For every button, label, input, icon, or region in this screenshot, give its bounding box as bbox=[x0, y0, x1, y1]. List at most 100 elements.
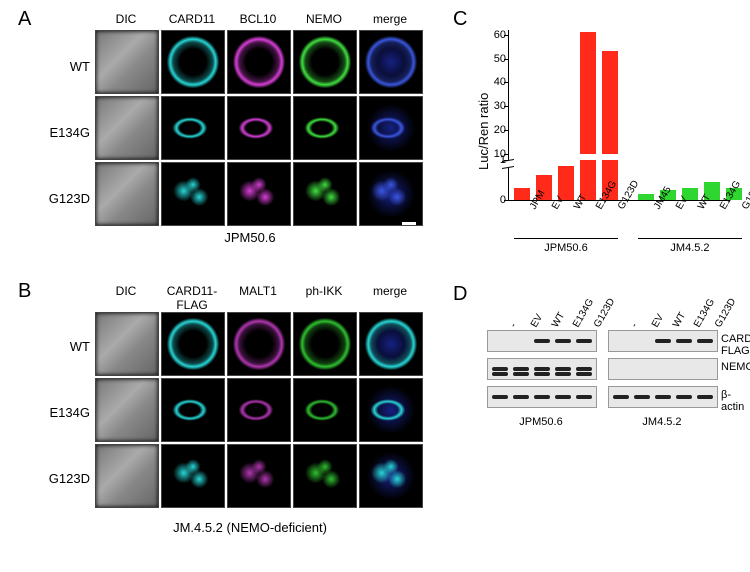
blot-strip bbox=[487, 330, 597, 352]
panel-c-label: C bbox=[453, 8, 467, 31]
microscopy-cell bbox=[95, 30, 159, 94]
microscopy-cell bbox=[359, 30, 423, 94]
panel-d-blots: -EVWTE134GG123D-EVWTE134GG123D CARD11-FL… bbox=[470, 300, 738, 450]
microscopy-cell bbox=[227, 96, 291, 160]
microscopy-cell bbox=[161, 378, 225, 442]
column-header: CARD11 bbox=[161, 12, 223, 26]
row-label: E134G bbox=[40, 125, 90, 140]
microscopy-cell bbox=[227, 378, 291, 442]
blot-lane-label: EV bbox=[650, 312, 666, 329]
blot-band bbox=[676, 339, 692, 343]
panel-b-label: B bbox=[18, 280, 31, 303]
microscopy-cell bbox=[293, 312, 357, 376]
blot-band bbox=[513, 372, 529, 376]
column-header: DIC bbox=[95, 12, 157, 26]
microscopy-cell bbox=[227, 30, 291, 94]
blot-band bbox=[555, 395, 571, 399]
microscopy-cell bbox=[161, 444, 225, 508]
panel-a-caption: JPM50.6 bbox=[160, 230, 340, 245]
column-header: ph-IKK bbox=[293, 284, 355, 298]
blot-band bbox=[676, 395, 692, 399]
chart-bar bbox=[558, 166, 574, 200]
chart-bar bbox=[638, 194, 654, 200]
blot-strip bbox=[487, 358, 597, 380]
panel-c-chart: Luc/Ren ratio 60504030201010 JPMEVWTE134… bbox=[470, 20, 735, 250]
microscopy-cell bbox=[293, 378, 357, 442]
microscopy-cell bbox=[359, 378, 423, 442]
column-header: merge bbox=[359, 284, 421, 298]
row-label: WT bbox=[40, 339, 90, 354]
microscopy-cell bbox=[161, 30, 225, 94]
row-label: G123D bbox=[40, 471, 90, 486]
chart-group-label: JPM50.6 bbox=[514, 242, 618, 254]
blot-group-label: JM4.5.2 bbox=[611, 416, 713, 428]
blot-band bbox=[555, 367, 571, 371]
microscopy-cell bbox=[293, 162, 357, 226]
microscopy-cell bbox=[227, 162, 291, 226]
column-header: MALT1 bbox=[227, 284, 289, 298]
row-label: WT bbox=[40, 59, 90, 74]
blot-band bbox=[613, 395, 629, 399]
panel-d-label: D bbox=[453, 283, 467, 306]
blot-row-label: NEMO bbox=[721, 361, 750, 373]
microscopy-cell bbox=[95, 96, 159, 160]
microscopy-cell bbox=[95, 444, 159, 508]
column-header: CARD11- FLAG bbox=[161, 284, 223, 312]
blot-strip bbox=[608, 330, 718, 352]
blot-band bbox=[576, 367, 592, 371]
blot-band bbox=[576, 395, 592, 399]
blot-band bbox=[534, 395, 550, 399]
blot-band bbox=[555, 372, 571, 376]
blot-band bbox=[555, 339, 571, 343]
blot-band bbox=[655, 395, 671, 399]
microscopy-cell bbox=[293, 444, 357, 508]
panel-b-caption: JM.4.5.2 (NEMO-deficient) bbox=[110, 520, 390, 535]
column-header: DIC bbox=[95, 284, 157, 298]
microscopy-cell bbox=[227, 312, 291, 376]
blot-band bbox=[534, 367, 550, 371]
blot-band bbox=[655, 339, 671, 343]
blot-lane-label: EV bbox=[529, 312, 545, 329]
blot-group-label: JPM50.6 bbox=[490, 416, 592, 428]
blot-band bbox=[492, 367, 508, 371]
blot-band bbox=[576, 339, 592, 343]
blot-lane-label: WT bbox=[671, 311, 688, 330]
blot-band bbox=[697, 395, 713, 399]
row-label: G123D bbox=[40, 191, 90, 206]
microscopy-cell bbox=[359, 444, 423, 508]
column-header: BCL10 bbox=[227, 12, 289, 26]
blot-lane-label: - bbox=[508, 321, 519, 329]
figure-root: A DIC CARD11 BCL10 NEMO merge WT E134G G123D J… bbox=[0, 0, 750, 572]
column-header: NEMO bbox=[293, 12, 355, 26]
scale-bar bbox=[402, 222, 416, 225]
microscopy-cell bbox=[95, 378, 159, 442]
blot-band bbox=[576, 372, 592, 376]
microscopy-cell bbox=[161, 162, 225, 226]
chart-bar bbox=[514, 188, 530, 200]
blot-strip bbox=[608, 358, 718, 380]
microscopy-cell bbox=[293, 96, 357, 160]
chart-bar bbox=[580, 32, 596, 200]
blot-strip bbox=[487, 386, 597, 408]
blot-band bbox=[513, 367, 529, 371]
blot-row-label: CARD11-FLAG bbox=[721, 333, 750, 357]
microscopy-cell bbox=[359, 312, 423, 376]
microscopy-cell bbox=[359, 162, 423, 226]
microscopy-cell bbox=[227, 444, 291, 508]
blot-row-label: β-actin bbox=[721, 389, 744, 413]
panel-a-label: A bbox=[18, 8, 31, 31]
microscopy-cell bbox=[161, 312, 225, 376]
chart-bar bbox=[602, 51, 618, 200]
row-label: E134G bbox=[40, 405, 90, 420]
blot-band bbox=[534, 372, 550, 376]
blot-band bbox=[513, 395, 529, 399]
blot-lane-label: - bbox=[629, 321, 640, 329]
blot-strip bbox=[608, 386, 718, 408]
microscopy-cell bbox=[95, 162, 159, 226]
microscopy-cell bbox=[161, 96, 225, 160]
chart-group-label: JM4.5.2 bbox=[638, 242, 742, 254]
microscopy-cell bbox=[359, 96, 423, 160]
blot-band bbox=[697, 339, 713, 343]
blot-band bbox=[534, 339, 550, 343]
blot-lane-label: WT bbox=[550, 311, 567, 330]
